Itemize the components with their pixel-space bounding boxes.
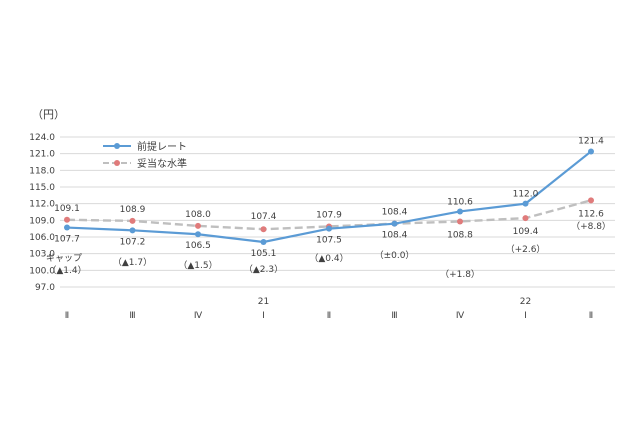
y-tick-label: 124.0 (29, 133, 55, 143)
grid-lines (60, 136, 615, 288)
gap-label: （▲0.4） (309, 253, 348, 264)
x-tick-label: Ⅳ (456, 311, 465, 321)
data-label-妥当な水準: 107.9 (316, 210, 342, 220)
legend-label-妥当な水準: 妥当な水準 (137, 157, 187, 170)
data-point-妥当な水準 (457, 218, 463, 225)
data-point-前提レート (522, 200, 529, 207)
data-point-前提レート (64, 224, 70, 231)
y-tick-label: 100.0 (29, 266, 55, 276)
gap-label: （▲1.4） (47, 265, 86, 276)
data-label-前提レート: 107.5 (316, 236, 342, 246)
gap-title: ギャップ (46, 253, 82, 264)
data-point-妥当な水準 (195, 222, 201, 229)
y-tick-label: 121.0 (29, 150, 55, 160)
data-label-前提レート: 106.5 (185, 241, 211, 251)
data-labels: 107.7 107.2 106.5 105.1 107.5 108.4 110.6 112.0… (46, 136, 611, 280)
x-tick-label: Ⅲ (129, 311, 135, 321)
y-tick-label: 118.0 (29, 166, 55, 176)
data-label-前提レート: 112.0 (513, 190, 539, 200)
data-label-前提レート: 121.4 (578, 136, 604, 146)
y-tick-label: 109.0 (29, 216, 55, 226)
gap-label: （▲1.5） (178, 260, 217, 271)
data-point-前提レート (457, 208, 463, 215)
legend: 前提レート 妥当な水準 (103, 140, 187, 170)
data-label-妥当な水準: 112.6 (578, 209, 604, 219)
data-point-前提レート (391, 220, 398, 227)
legend-marker-妥当な水準 (114, 160, 120, 166)
y-tick-label: 103.0 (29, 250, 55, 260)
data-point-妥当な水準 (64, 216, 70, 223)
data-point-妥当な水準 (522, 215, 529, 222)
y-tick-label: 106.0 (29, 233, 55, 243)
data-label-前提レート: 107.2 (120, 237, 146, 247)
data-label-妥当な水準: 107.4 (251, 212, 277, 222)
gap-label: （+1.8） (440, 269, 480, 280)
data-point-妥当な水準 (260, 226, 267, 233)
data-label-妥当な水準: 108.4 (382, 208, 408, 218)
data-point-妥当な水準 (588, 197, 594, 204)
data-label-妥当な水準: 108.9 (120, 205, 146, 215)
y-tick-label: 112.0 (29, 200, 55, 210)
x-tick-label: Ⅲ (391, 311, 397, 321)
series-layer (64, 148, 594, 245)
x-year-label: 21 (258, 297, 269, 307)
x-tick-label: Ⅰ (524, 311, 527, 321)
unit-label: （円） (32, 108, 65, 121)
y-axis: 124.0 121.0 118.0 115.0 112.0 109.0 106.0 103.0… (29, 133, 55, 293)
x-tick-label: Ⅱ (65, 311, 69, 321)
series-line-妥当な水準 (66, 199, 592, 231)
x-tick-label: Ⅰ (262, 311, 265, 321)
data-label-妥当な水準: 109.4 (513, 227, 539, 237)
x-tick-label: Ⅱ (327, 311, 331, 321)
x-tick-label: Ⅳ (194, 311, 203, 321)
gap-label: （▲2.3） (244, 264, 283, 275)
data-point-前提レート (129, 227, 136, 234)
data-label-妥当な水準: 108.8 (447, 230, 473, 240)
x-axis: Ⅱ Ⅲ Ⅳ Ⅰ Ⅱ Ⅲ Ⅳ Ⅰ Ⅱ 21 22 (65, 297, 593, 321)
data-point-妥当な水準 (129, 217, 136, 224)
data-point-前提レート (588, 148, 594, 155)
gap-label: （+2.6） (506, 244, 546, 255)
gap-label: （▲1.7） (113, 257, 152, 268)
gap-label: （±0.0） (375, 250, 415, 261)
legend-marker-前提レート (114, 143, 120, 149)
data-point-前提レート (195, 231, 201, 238)
data-label-前提レート: 108.4 (382, 231, 408, 241)
data-label-妥当な水準: 109.1 (54, 204, 80, 214)
y-tick-label: 97.0 (35, 283, 55, 293)
data-label-前提レート: 107.7 (54, 235, 80, 245)
data-label-前提レート: 110.6 (447, 197, 473, 207)
x-tick-label: Ⅱ (589, 311, 593, 321)
legend-label-前提レート: 前提レート (137, 140, 187, 153)
data-point-前提レート (260, 239, 267, 245)
data-label-妥当な水準: 108.0 (185, 210, 211, 220)
data-label-前提レート: 105.1 (251, 249, 277, 259)
y-tick-label: 115.0 (29, 183, 55, 193)
x-year-label: 22 (520, 297, 531, 307)
data-point-前提レート (326, 225, 332, 232)
gap-label: （+8.8） (571, 221, 611, 232)
